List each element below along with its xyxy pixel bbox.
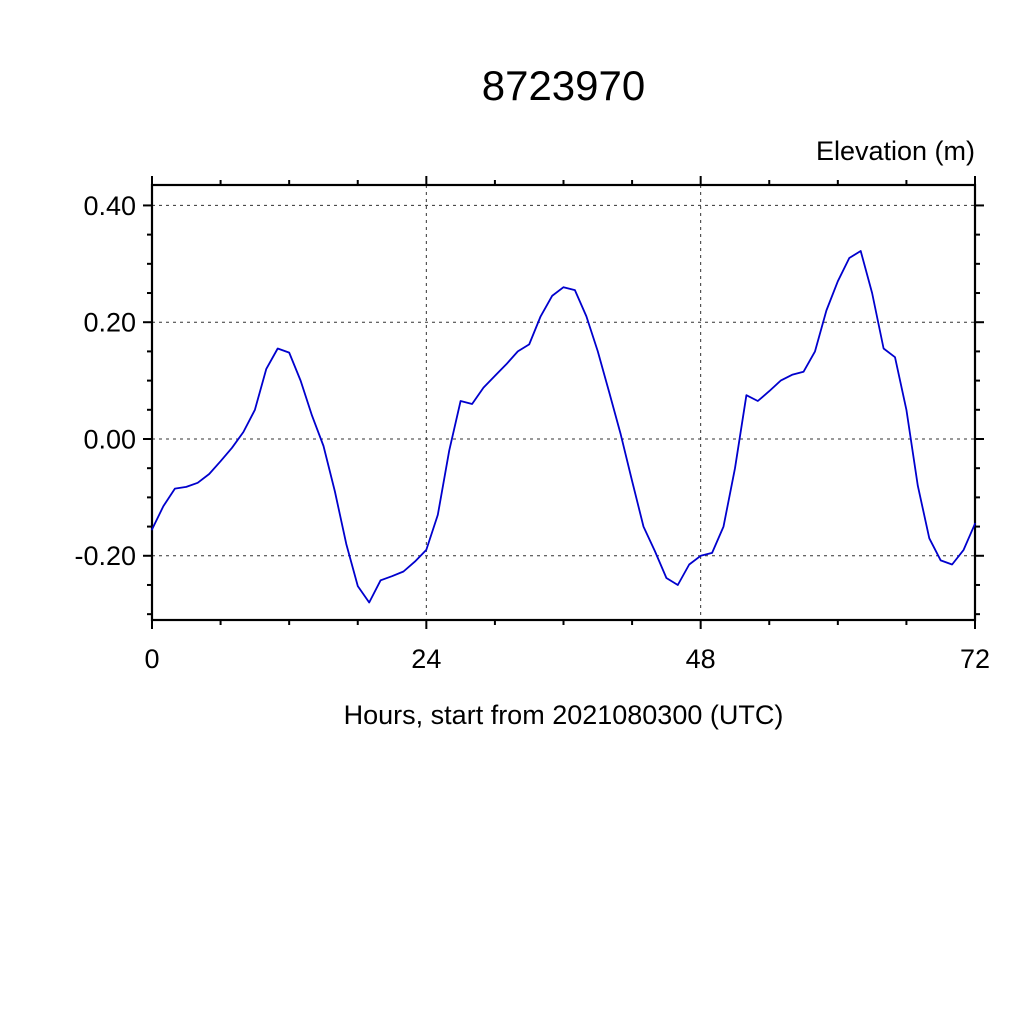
elevation-series-line <box>151 250 976 604</box>
y-tick-label: 0.20 <box>83 308 136 338</box>
y-tick-label: -0.20 <box>74 541 136 571</box>
x-tick-label: 48 <box>686 644 716 674</box>
y-tick-label: 0.00 <box>83 424 136 454</box>
x-tick-label: 72 <box>960 644 990 674</box>
x-axis-title: Hours, start from 2021080300 (UTC) <box>343 700 784 730</box>
x-tick-label: 24 <box>411 644 441 674</box>
chart-title: 8723970 <box>481 62 646 109</box>
y-tick-label: 0.40 <box>83 191 136 221</box>
y-axis-title: Elevation (m) <box>815 136 975 166</box>
plot-frame <box>150 183 977 622</box>
x-tick-label: 0 <box>144 644 159 674</box>
